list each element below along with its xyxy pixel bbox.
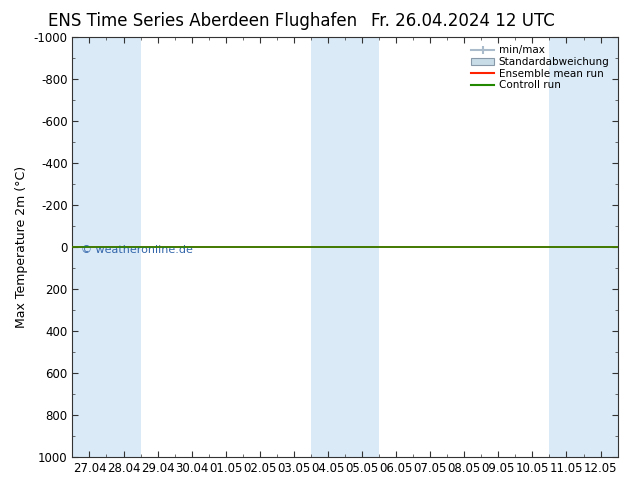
Bar [311, 37, 345, 457]
Bar [107, 37, 141, 457]
Bar [345, 37, 379, 457]
Y-axis label: Max Temperature 2m (°C): Max Temperature 2m (°C) [15, 166, 28, 328]
Text: ENS Time Series Aberdeen Flughafen: ENS Time Series Aberdeen Flughafen [48, 12, 358, 30]
Bar [72, 37, 107, 457]
Text: Fr. 26.04.2024 12 UTC: Fr. 26.04.2024 12 UTC [371, 12, 555, 30]
Bar [583, 37, 618, 457]
Text: © weatheronline.de: © weatheronline.de [81, 245, 193, 255]
Bar [550, 37, 583, 457]
Legend: min/max, Standardabweichung, Ensemble mean run, Controll run: min/max, Standardabweichung, Ensemble me… [469, 42, 612, 93]
